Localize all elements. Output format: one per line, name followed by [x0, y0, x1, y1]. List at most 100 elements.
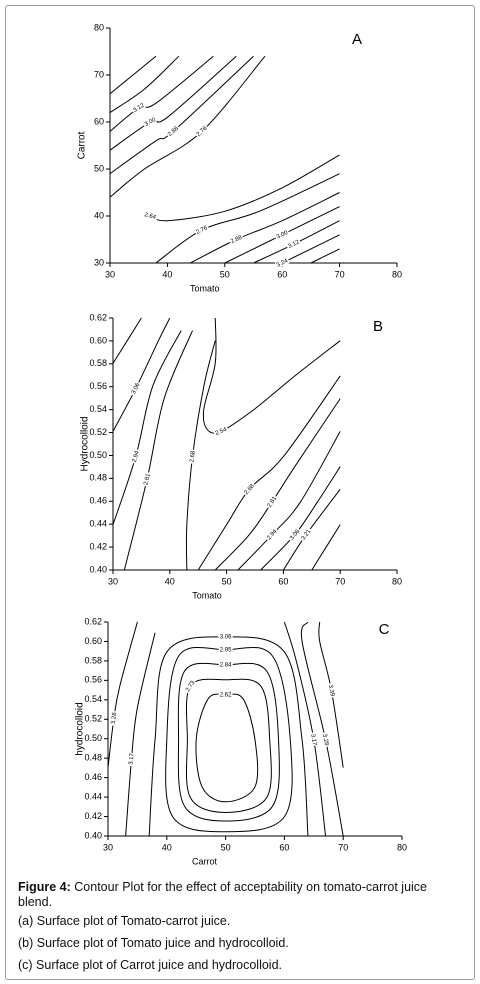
contour-label: 3.06 [220, 635, 232, 641]
contour-line [123, 330, 193, 571]
y-tick-label: 40 [94, 210, 104, 220]
contour-label: 3.17 [309, 734, 317, 747]
panel-label: C [379, 621, 390, 638]
contour-line [109, 55, 237, 151]
contour-line [109, 55, 254, 175]
y-axis-label: Carrot [77, 131, 88, 159]
x-tick-label: 30 [108, 576, 118, 586]
contour-label: 3.06 [289, 528, 302, 541]
x-tick-label: 40 [162, 269, 172, 279]
contour-line [202, 317, 341, 434]
contour-label: 2.81 [143, 472, 152, 485]
contour-label: 3.21 [301, 528, 313, 542]
contour-line [107, 621, 138, 768]
contour-line [224, 206, 340, 264]
contour-line [125, 632, 156, 837]
y-tick-label: 0.62 [89, 312, 107, 322]
contour-line [283, 621, 327, 837]
y-tick-label: 0.48 [84, 753, 102, 763]
x-tick-label: 70 [338, 842, 348, 852]
x-tick-label: 80 [392, 576, 402, 586]
contour-line [318, 621, 344, 768]
contour-label: 2.64 [144, 212, 157, 221]
contour-line [195, 693, 259, 803]
contour-label: 3.06 [131, 382, 142, 396]
y-tick-label: 0.56 [89, 381, 107, 391]
panel-label: A [352, 31, 362, 48]
y-tick-label: 0.46 [84, 772, 102, 782]
contour-line [311, 524, 341, 571]
y-tick-label: 0.54 [89, 404, 107, 414]
contour-label: 2.76 [196, 225, 210, 236]
contour-label: 2.68 [189, 450, 196, 463]
figure-label: Figure 4: [18, 880, 71, 894]
x-tick-label: 70 [335, 269, 345, 279]
contour-line [155, 173, 340, 264]
contour-label: 3.28 [111, 712, 119, 725]
contour-line [112, 317, 142, 364]
caption-text: Contour Plot for the effect of acceptabi… [18, 880, 428, 909]
x-tick-label: 80 [392, 269, 402, 279]
y-tick-label: 0.58 [84, 655, 102, 665]
x-tick-label: 60 [278, 576, 288, 586]
contour-line [237, 431, 341, 571]
y-tick-label: 0.40 [84, 830, 102, 840]
y-tick-label: 50 [94, 163, 104, 173]
y-tick-label: 0.58 [89, 358, 107, 368]
contour-label: 3.00 [144, 117, 158, 128]
contour-label: 3.39 [327, 684, 335, 697]
y-tick-label: 0.50 [89, 450, 107, 460]
x-tick-label: 80 [397, 842, 407, 852]
x-axis-label: Carrot [192, 856, 218, 866]
contour-line [253, 220, 340, 264]
contour-label: 3.17 [129, 752, 136, 765]
contour-line [109, 55, 266, 198]
y-tick-label: 0.52 [89, 427, 107, 437]
contour-label: 3.12 [287, 239, 301, 250]
y-tick-label: 80 [94, 22, 104, 32]
panel-label: B [373, 318, 383, 335]
figure-frame [5, 5, 475, 980]
contour-line [165, 646, 293, 833]
x-tick-label: 70 [335, 576, 345, 586]
caption-main: Figure 4: Contour Plot for the effect of… [18, 880, 458, 910]
contour-label: 2.94 [266, 528, 279, 541]
y-tick-label: 0.40 [89, 564, 107, 574]
y-tick-label: 0.62 [84, 616, 102, 626]
contour-line [177, 662, 280, 822]
y-tick-label: 0.48 [89, 473, 107, 483]
x-tick-label: 50 [220, 269, 230, 279]
contour-line [109, 55, 157, 95]
y-tick-label: 0.42 [84, 811, 102, 821]
contour-label: 2.94 [132, 450, 141, 464]
y-tick-label: 0.50 [84, 733, 102, 743]
x-tick-label: 60 [277, 269, 287, 279]
y-tick-label: 0.56 [84, 675, 102, 685]
contour-line [310, 248, 340, 264]
contour-label: 3.12 [132, 102, 146, 114]
contour-line [112, 330, 182, 525]
y-tick-label: 60 [94, 116, 104, 126]
x-axis-label: Tomato [190, 283, 220, 293]
y-tick-label: 0.46 [89, 496, 107, 506]
contour-line [190, 192, 340, 264]
contour-label: 2.88 [230, 235, 244, 246]
caption-item: (c) Surface plot of Carrot juice and hyd… [18, 958, 283, 972]
contour-line [109, 55, 214, 132]
contour-line [214, 398, 341, 571]
contour-label: 3.24 [276, 258, 290, 269]
contour-line [112, 317, 171, 432]
x-tick-label: 30 [105, 269, 115, 279]
y-tick-label: 70 [94, 69, 104, 79]
contour-line [197, 375, 341, 571]
y-tick-label: 0.52 [84, 714, 102, 724]
contour-line [282, 489, 341, 571]
y-tick-label: 0.60 [84, 636, 102, 646]
contour-line [281, 234, 340, 264]
caption-item: (b) Surface plot of Tomato juice and hyd… [18, 936, 289, 950]
contour-label: 2.76 [196, 125, 209, 138]
contour-label: 2.84 [220, 662, 232, 668]
x-tick-label: 30 [103, 842, 113, 852]
